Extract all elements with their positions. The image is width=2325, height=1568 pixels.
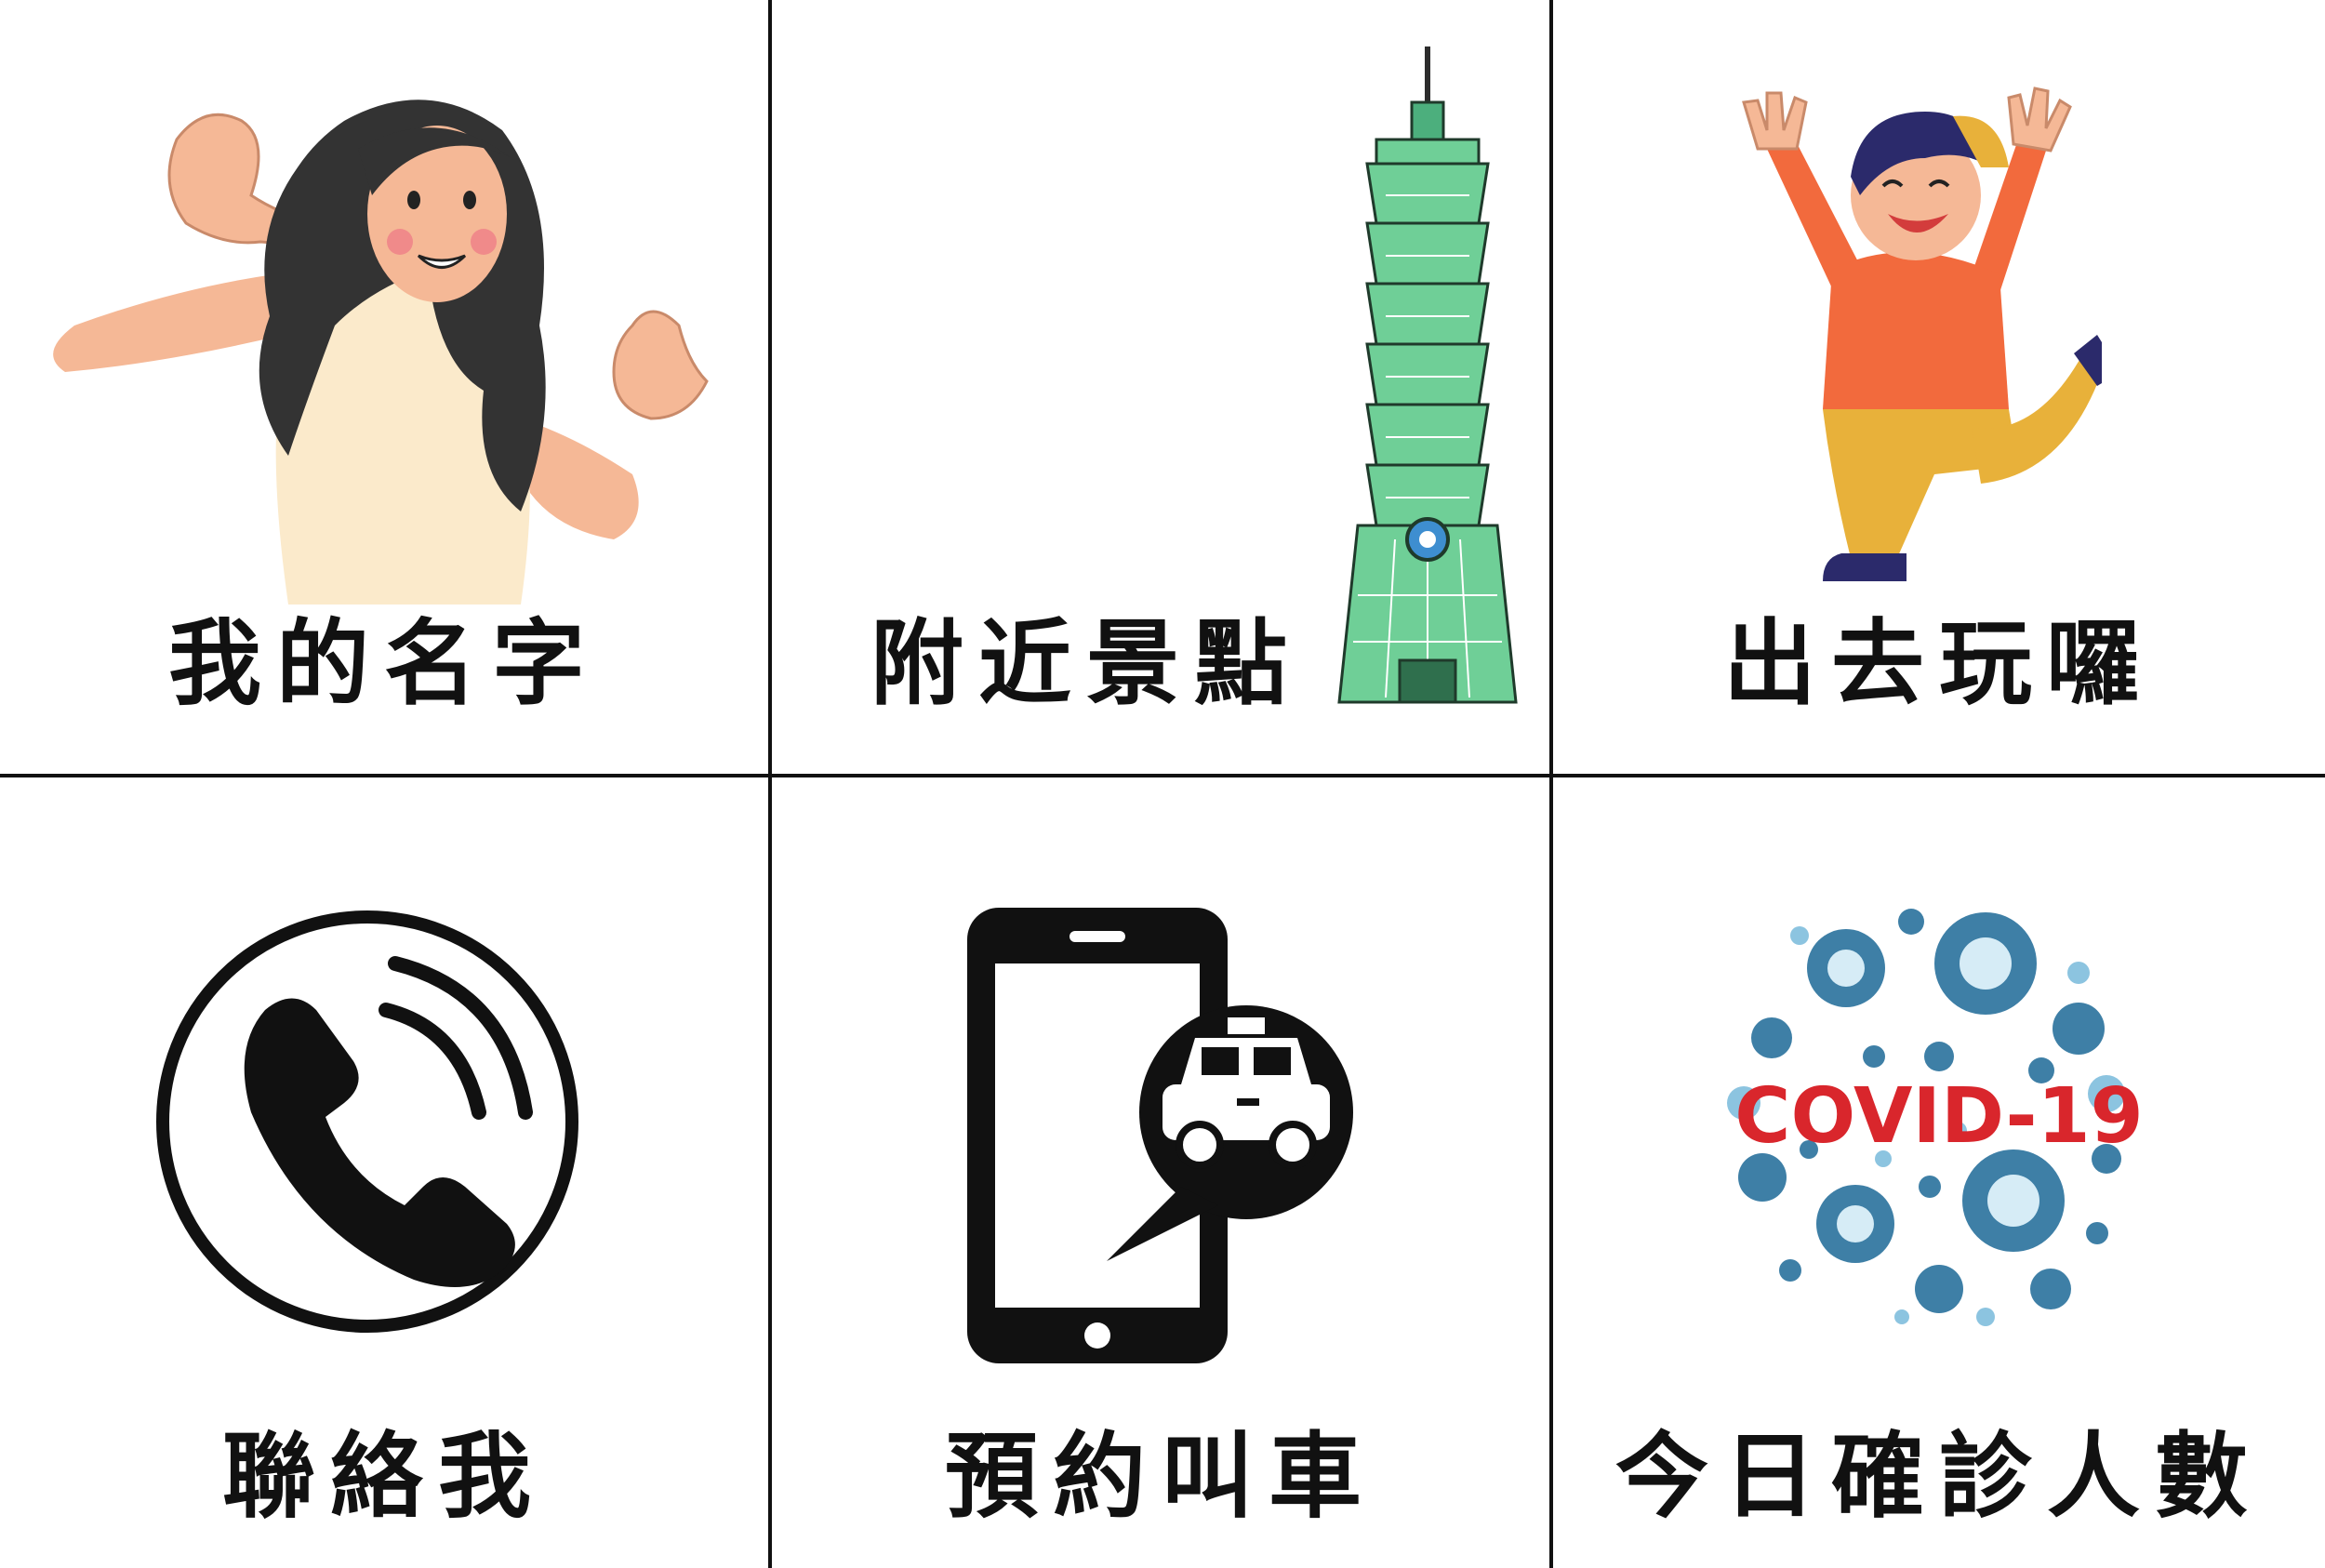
covid-19-text: COVID-19 xyxy=(1734,1072,2143,1161)
tile-label: 附近景點 xyxy=(870,609,1302,718)
tile-go-out-play[interactable]: 出去玩囉 xyxy=(1553,0,2325,774)
tile-label: 今日確診人數 xyxy=(1615,1422,2263,1531)
phone-call-icon xyxy=(156,910,578,1333)
tile-label: 聯絡我 xyxy=(222,1422,546,1531)
tile-contact-me[interactable]: 聯絡我 xyxy=(0,777,768,1568)
taipei-101-tower-icon xyxy=(1337,47,1518,704)
tile-nearby-attractions[interactable]: 附近景點 xyxy=(772,0,1549,774)
tile-my-name[interactable]: 我的名字 xyxy=(0,0,768,774)
jumping-boy-icon xyxy=(1742,86,2102,581)
grid-divider xyxy=(0,774,2325,777)
taxi-phone-app-icon xyxy=(967,908,1353,1363)
tile-label: 預約叫車 xyxy=(945,1422,1376,1531)
grid-divider xyxy=(1549,0,1553,1568)
girl-pointing-at-self-icon xyxy=(53,100,709,605)
tile-label: 出去玩囉 xyxy=(1723,609,2155,718)
grid-divider xyxy=(768,0,772,1568)
tile-book-taxi[interactable]: 預約叫車 xyxy=(772,777,1549,1568)
tile-covid-cases[interactable]: COVID-19 今日確診人數 xyxy=(1553,777,2325,1568)
covid-virus-icon: COVID-19 xyxy=(1727,909,2144,1326)
tile-label: 我的名字 xyxy=(168,609,600,718)
